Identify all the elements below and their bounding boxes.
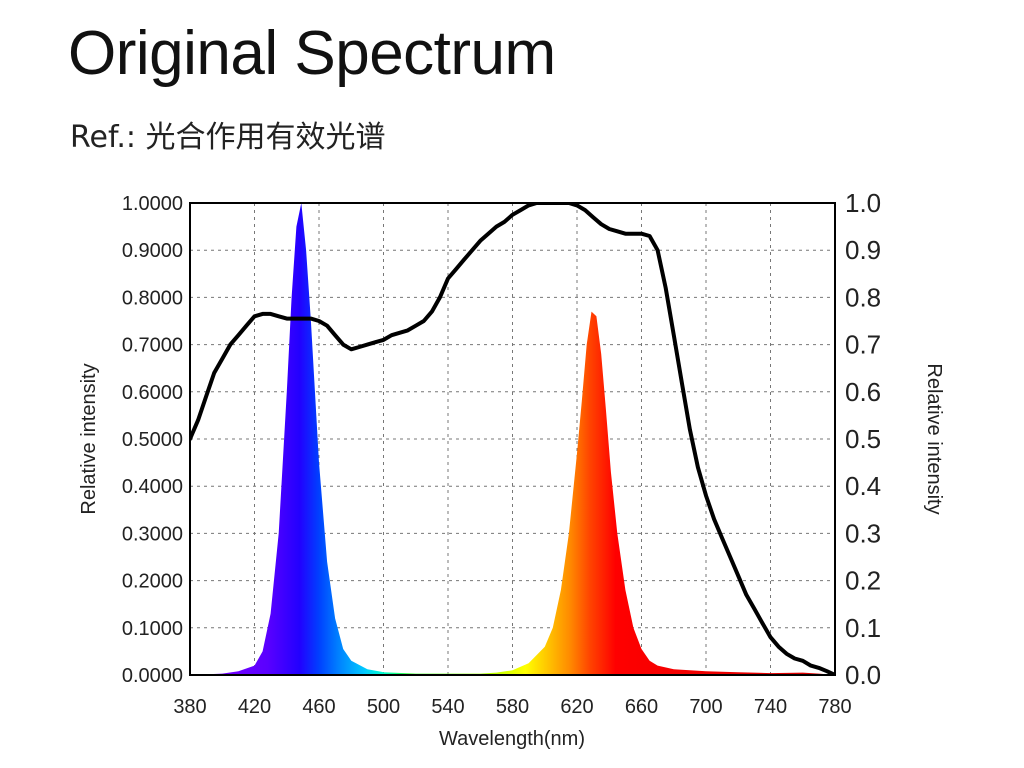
y-tick-label-left: 0.1000 xyxy=(122,618,183,640)
y-axis-label-right: Relative intensity xyxy=(923,363,945,514)
y-tick-label-left: 0.2000 xyxy=(122,571,183,593)
x-tick-label: 580 xyxy=(496,696,529,718)
y-tick-label-right: 0.9 xyxy=(845,235,881,265)
x-tick-label: 500 xyxy=(367,696,400,718)
y-tick-label-right: 0.0 xyxy=(845,660,881,690)
x-tick-label: 740 xyxy=(754,696,787,718)
reference-line-series xyxy=(190,203,835,675)
x-tick-label: 700 xyxy=(689,696,722,718)
y-tick-label-right: 0.4 xyxy=(845,471,881,501)
y-tick-label-right: 0.3 xyxy=(845,518,881,548)
x-tick-label: 420 xyxy=(238,696,271,718)
y-tick-label-left: 0.6000 xyxy=(122,382,183,404)
y-tick-label-left: 0.5000 xyxy=(122,429,183,451)
y-tick-label-right: 0.7 xyxy=(845,330,881,360)
y-tick-label-left: 0.4000 xyxy=(122,476,183,498)
y-axis-label-left: Relative intensity xyxy=(78,363,100,514)
x-axis-label: Wavelength(nm) xyxy=(439,728,585,750)
x-tick-label: 780 xyxy=(818,696,851,718)
y-tick-label-right: 0.2 xyxy=(845,566,881,596)
x-tick-label: 660 xyxy=(625,696,658,718)
y-tick-label-right: 0.8 xyxy=(845,282,881,312)
y-tick-label-left: 0.7000 xyxy=(122,335,183,357)
y-tick-label-left: 1.0000 xyxy=(122,193,183,215)
y-tick-label-left: 0.8000 xyxy=(122,287,183,309)
y-tick-label-right: 1.0 xyxy=(845,188,881,218)
x-tick-label: 620 xyxy=(560,696,593,718)
y-tick-label-left: 0.0000 xyxy=(122,665,183,687)
x-tick-label: 540 xyxy=(431,696,464,718)
y-tick-label-right: 0.6 xyxy=(845,377,881,407)
x-tick-label: 460 xyxy=(302,696,335,718)
y-tick-label-right: 0.5 xyxy=(845,424,881,454)
y-tick-label-right: 0.1 xyxy=(845,613,881,643)
chart-subtitle: Ref.: 光合作用有效光谱 xyxy=(70,120,386,155)
x-tick-label: 380 xyxy=(173,696,206,718)
chart-title: Original Spectrum xyxy=(68,19,556,88)
y-tick-label-left: 0.9000 xyxy=(122,240,183,262)
y-tick-label-left: 0.3000 xyxy=(122,523,183,545)
plot-frame xyxy=(189,202,836,676)
